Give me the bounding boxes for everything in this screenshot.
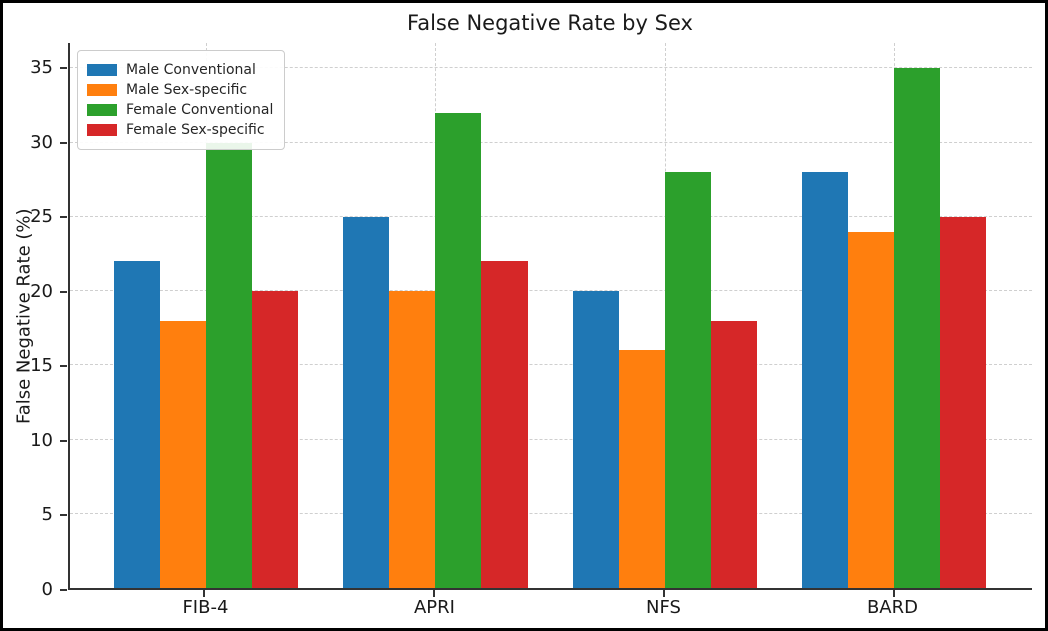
bar-FIB-4-male-sex-specific <box>159 320 206 588</box>
x-tick-labels: FIB-4 APRI NFS BARD <box>68 597 1032 618</box>
x-tick-mark-APRI <box>433 590 436 597</box>
gridline-y-20 <box>70 290 1032 291</box>
y-tick-label-20: 20 <box>30 280 53 302</box>
x-tick-mark-BARD <box>892 590 895 597</box>
legend-label: Female Conventional <box>126 102 274 118</box>
gridline-y-5 <box>70 512 1032 514</box>
bar-APRI-female-conventional <box>435 112 482 588</box>
y-tick-mark-35 <box>60 67 67 70</box>
legend-item-female-conventional: Female Conventional <box>87 102 273 118</box>
x-tick-label-APRI: APRI <box>413 597 455 618</box>
legend-item-female-sex-specific: Female Sex-specific <box>87 122 273 138</box>
legend-label: Male Sex-specific <box>126 82 248 98</box>
gridline-y-25 <box>70 215 1032 217</box>
bar-APRI-male-conventional <box>343 216 390 588</box>
legend-label: Male Conventional <box>126 62 256 78</box>
bar-BARD-female-sex-specific <box>940 216 987 588</box>
y-tick-mark-20 <box>60 290 67 293</box>
x-tick-label-FIB-4: FIB-4 <box>182 597 229 618</box>
y-tick-label-10: 10 <box>30 429 53 451</box>
x-tick-mark-NFS <box>662 590 665 597</box>
y-tick-label-0: 0 <box>41 579 53 600</box>
y-tick-labels: 0 5 10 15 20 25 30 35 <box>3 43 53 599</box>
legend: Male Conventional Male Sex-specific Female… <box>77 50 286 150</box>
y-tick-label-5: 5 <box>41 504 53 526</box>
bar-FIB-4-female-conventional <box>205 142 252 588</box>
bar-BARD-male-sex-specific <box>848 231 895 588</box>
legend-swatch-icon <box>87 124 117 136</box>
legend-swatch-icon <box>87 104 117 116</box>
gridline-y-10 <box>70 438 1032 440</box>
legend-swatch-icon <box>87 64 117 76</box>
bar-FIB-4-male-conventional <box>113 261 160 588</box>
y-tick-label-35: 35 <box>30 57 53 79</box>
bar-APRI-female-sex-specific <box>481 261 528 588</box>
bar-group-APRI <box>321 43 550 588</box>
x-tick-label-NFS: NFS <box>645 597 681 618</box>
y-tick-mark-25 <box>60 216 67 219</box>
x-tick-mark-FIB-4 <box>203 590 206 597</box>
chart-title: False Negative Rate by Sex <box>407 11 693 35</box>
legend-swatch-icon <box>87 84 117 96</box>
bar-group-BARD <box>779 43 1008 588</box>
bar-BARD-female-conventional <box>894 68 941 588</box>
y-tick-mark-5 <box>60 514 67 517</box>
plot-area: Male Conventional Male Sex-specific Female… <box>68 43 1032 590</box>
y-tick-mark-30 <box>60 141 67 144</box>
bar-groups <box>70 43 1032 588</box>
legend-item-male-conventional: Male Conventional <box>87 62 273 78</box>
bar-BARD-male-conventional <box>801 172 849 588</box>
bar-FIB-4-female-sex-specific <box>251 291 299 588</box>
bar-NFS-male-sex-specific <box>618 350 665 588</box>
bar-group-FIB-4 <box>91 43 320 588</box>
bar-NFS-male-conventional <box>572 291 619 588</box>
bar-group-NFS <box>550 43 779 588</box>
y-tick-label-25: 25 <box>30 206 53 228</box>
gridline-y-35 <box>70 67 1032 69</box>
bar-NFS-female-sex-specific <box>710 320 757 588</box>
bar-APRI-male-sex-specific <box>389 291 436 588</box>
legend-item-male-sex-specific: Male Sex-specific <box>87 82 273 98</box>
legend-label: Female Sex-specific <box>126 122 265 138</box>
bar-NFS-female-conventional <box>664 172 711 588</box>
y-tick-mark-15 <box>60 365 67 368</box>
y-tick-mark-0 <box>60 589 67 591</box>
x-tick-label-BARD: BARD <box>866 597 918 618</box>
y-tick-label-15: 15 <box>30 355 53 377</box>
y-tick-mark-10 <box>60 439 67 442</box>
gridline-y-30 <box>70 141 1032 143</box>
y-tick-label-30: 30 <box>30 131 53 153</box>
gridline-y-15 <box>70 364 1032 366</box>
